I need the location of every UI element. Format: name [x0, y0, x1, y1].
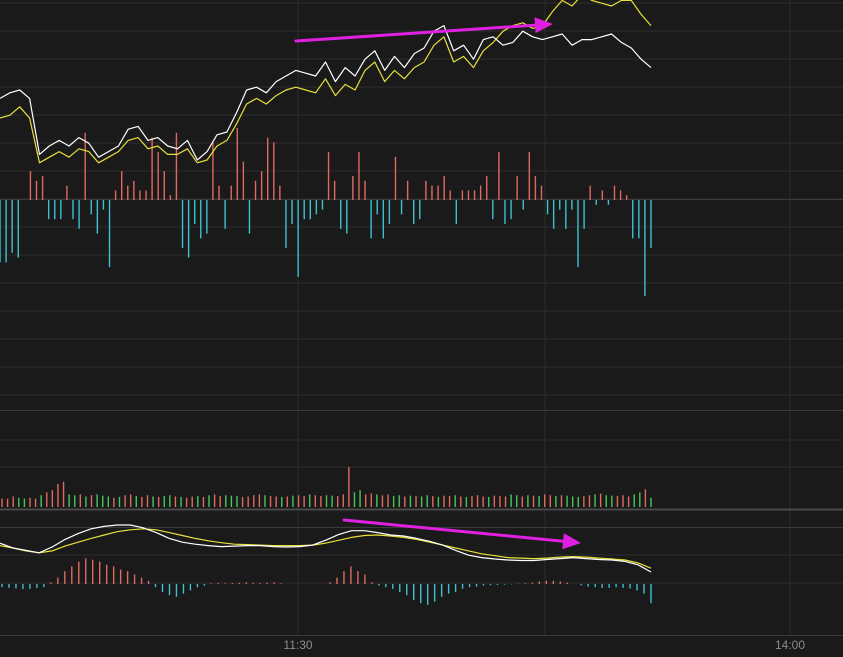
macd-dea-line — [0, 528, 652, 569]
macd-histogram — [1, 558, 652, 605]
flow-bars — [0, 128, 652, 296]
volume-bars — [1, 467, 652, 507]
x-tick-label-1: 11:30 — [283, 638, 312, 652]
arrow-up-main-shaft — [294, 23, 537, 43]
macd-dif-line — [0, 524, 652, 573]
grid-lines — [0, 0, 843, 636]
macd-lines — [0, 524, 652, 573]
annotation-arrows — [294, 17, 581, 550]
arrow-up-main-head — [534, 17, 553, 34]
x-tick-label-2: 14:00 — [775, 638, 805, 652]
price-line-white — [0, 25, 652, 161]
arrow-down-macd-head — [562, 533, 581, 550]
arrow-down-macd-shaft — [342, 518, 565, 543]
